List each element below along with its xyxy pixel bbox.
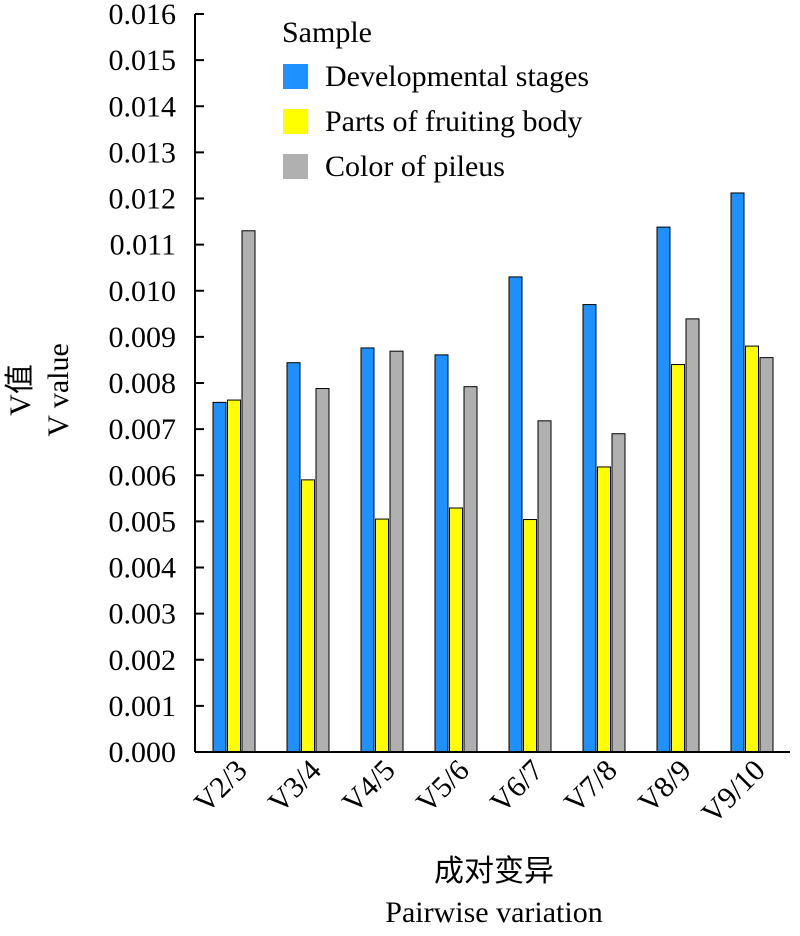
- y-tick-label: 0.010: [109, 275, 177, 308]
- bar-developmental-stages-v7-8: [582, 304, 597, 753]
- bar-developmental-stages-v2-3: [212, 401, 227, 753]
- y-tick-label: 0.003: [109, 598, 177, 631]
- bar-parts-of-fruiting-body-v7-8: [597, 466, 611, 753]
- bar-parts-of-fruiting-body-v9-10: [745, 345, 759, 753]
- y-tick-label: 0.008: [109, 367, 177, 400]
- legend-label-color-of-pileus: Color of pileus: [325, 150, 505, 183]
- y-tick-label: 0.000: [109, 736, 177, 769]
- y-tick-label: 0.016: [109, 0, 177, 31]
- bar-parts-of-fruiting-body-v3-4: [301, 479, 315, 753]
- y-tick-label: 0.001: [109, 690, 177, 723]
- bar-color-of-pileus-v7-8: [611, 433, 626, 753]
- y-tick-label: 0.014: [109, 90, 177, 123]
- x-tick-label: V9/10: [695, 754, 771, 830]
- bar-color-of-pileus-v3-4: [315, 388, 330, 753]
- x-tick-label: V8/9: [632, 754, 698, 820]
- bar-parts-of-fruiting-body-v6-7: [523, 519, 537, 753]
- bar-color-of-pileus-v2-3: [241, 230, 256, 753]
- legend-swatch-color-of-pileus: [283, 154, 308, 179]
- legend-label-developmental-stages: Developmental stages: [325, 60, 589, 93]
- bar-color-of-pileus-v9-10: [759, 357, 774, 753]
- bar-color-of-pileus-v4-5: [389, 350, 404, 753]
- bar-developmental-stages-v8-9: [656, 226, 671, 753]
- y-tick-label: 0.009: [109, 321, 177, 354]
- legend: Sample Developmental stages Parts of frui…: [282, 16, 589, 183]
- y-tick-label: 0.002: [109, 644, 177, 677]
- bar-developmental-stages-v3-4: [286, 362, 301, 753]
- bars: [212, 192, 774, 753]
- bar-developmental-stages-v6-7: [508, 276, 523, 753]
- y-axis-ticks: 0.000 0.001 0.002 0.003 0.004 0.005 0.006 0.007…: [109, 0, 204, 769]
- x-tick-label: V7/8: [558, 754, 624, 820]
- bar-color-of-pileus-v5-6: [463, 386, 478, 753]
- legend-label-parts-of-fruiting-body: Parts of fruiting body: [325, 105, 582, 138]
- x-axis-label: Pairwise variation: [385, 896, 602, 929]
- y-axis-label: V value: [42, 343, 75, 437]
- y-tick-label: 0.011: [110, 229, 176, 262]
- y-tick-label: 0.012: [109, 183, 177, 216]
- y-tick-label: 0.005: [109, 505, 177, 538]
- bar-parts-of-fruiting-body-v4-5: [375, 518, 389, 753]
- x-tick-label: V3/4: [262, 754, 328, 820]
- legend-title: Sample: [282, 16, 372, 49]
- bar-developmental-stages-v5-6: [434, 354, 449, 753]
- y-tick-label: 0.004: [109, 552, 177, 585]
- x-tick-label: V5/6: [410, 754, 476, 820]
- bar-developmental-stages-v4-5: [360, 347, 375, 753]
- bar-color-of-pileus-v6-7: [537, 420, 552, 753]
- y-tick-label: 0.013: [109, 136, 177, 169]
- y-tick-label: 0.006: [109, 459, 177, 492]
- bar-parts-of-fruiting-body-v2-3: [227, 399, 241, 753]
- legend-swatch-developmental-stages: [283, 64, 308, 89]
- y-tick-label: 0.007: [109, 413, 177, 446]
- x-tick-label: V2/3: [188, 754, 254, 820]
- bar-developmental-stages-v9-10: [730, 192, 745, 753]
- x-axis-ticks: V2/3 V3/4 V4/5 V5/6 V6/7 V7/8 V8/9V9/10: [188, 754, 772, 830]
- x-tick-label: V6/7: [484, 754, 550, 820]
- y-axis-label-cn: V值: [4, 364, 37, 416]
- bar-color-of-pileus-v8-9: [685, 318, 700, 753]
- x-axis-label-cn: 成对变异: [434, 855, 554, 888]
- y-tick-label: 0.015: [109, 44, 177, 77]
- bar-parts-of-fruiting-body-v5-6: [449, 507, 463, 753]
- legend-swatch-parts-of-fruiting-body: [283, 109, 308, 134]
- x-tick-label: V4/5: [336, 754, 402, 820]
- bar-parts-of-fruiting-body-v8-9: [671, 364, 685, 753]
